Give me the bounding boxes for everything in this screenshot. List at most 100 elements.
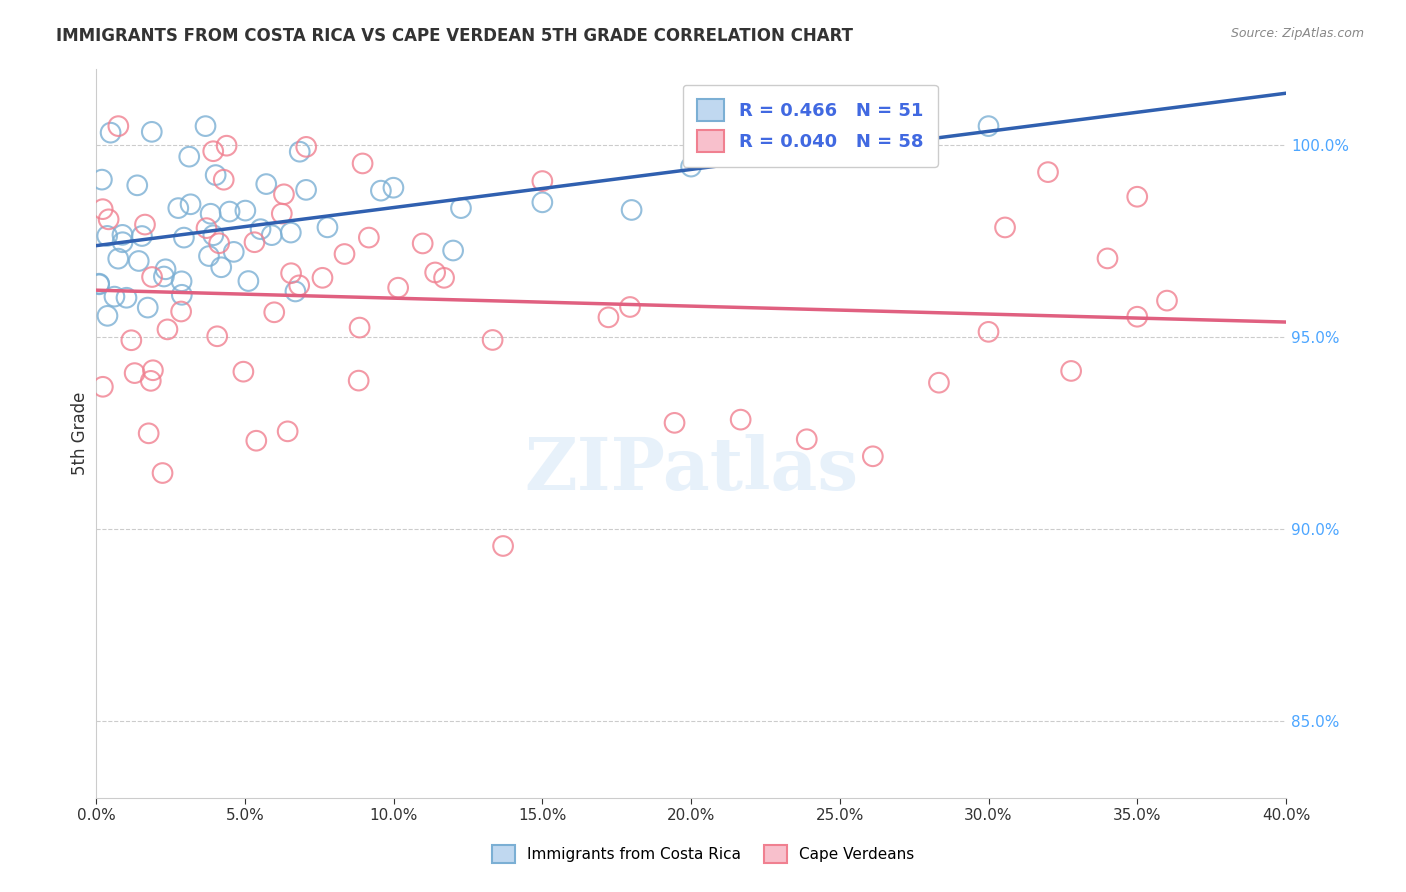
Point [1036,165,1059,179]
Point [155,262,177,277]
Point [107,252,129,266]
Point [138,426,160,441]
Point [280,226,302,240]
Point [295,183,318,197]
Point [136,301,159,315]
Point [202,145,225,159]
Point [170,287,193,301]
Point [128,254,150,268]
Point [352,156,374,170]
Point [347,374,370,388]
Point [273,187,295,202]
Point [423,265,446,279]
Point [195,221,218,235]
Point [243,235,266,250]
Point [212,172,235,186]
Point [232,365,254,379]
Point [370,184,392,198]
Point [277,425,299,439]
Point [531,195,554,210]
Point [245,434,267,448]
Point [218,204,240,219]
Point [141,125,163,139]
Point [202,228,225,243]
Point [828,119,851,133]
Point [103,290,125,304]
Point [167,201,190,215]
Point [96,309,118,323]
Y-axis label: 5th Grade: 5th Grade [72,392,89,475]
Point [170,274,193,288]
Point [382,180,405,194]
Point [796,432,818,446]
Point [208,236,231,251]
Point [222,244,245,259]
Point [254,177,277,191]
Point [1126,190,1149,204]
Legend: R = 0.466   N = 51, R = 0.040   N = 58: R = 0.466 N = 51, R = 0.040 N = 58 [682,85,938,167]
Point [598,310,620,325]
Point [204,168,226,182]
Point [91,380,114,394]
Point [681,160,703,174]
Point [387,281,409,295]
Point [179,150,201,164]
Point [619,300,641,314]
Point [107,119,129,133]
Point [862,450,884,464]
Point [194,119,217,133]
Point [357,230,380,244]
Point [450,201,472,215]
Point [100,126,122,140]
Point [180,197,202,211]
Point [263,305,285,319]
Text: Source: ZipAtlas.com: Source: ZipAtlas.com [1230,27,1364,40]
Point [481,333,503,347]
Point [441,244,464,258]
Point [349,320,371,334]
Point [1060,364,1083,378]
Point [288,278,311,293]
Point [90,172,112,186]
Point [131,229,153,244]
Point [977,325,1000,339]
Point [260,228,283,243]
Point [215,138,238,153]
Point [205,329,228,343]
Point [198,249,221,263]
Point [994,220,1017,235]
Point [142,363,165,377]
Point [141,270,163,285]
Legend: Immigrants from Costa Rica, Cape Verdeans: Immigrants from Costa Rica, Cape Verdean… [479,832,927,875]
Point [333,247,356,261]
Point [238,274,260,288]
Point [492,539,515,553]
Point [200,207,222,221]
Point [531,174,554,188]
Point [730,412,752,426]
Point [1126,310,1149,324]
Point [280,266,302,280]
Point [139,374,162,388]
Point [170,304,193,318]
Text: IMMIGRANTS FROM COSTA RICA VS CAPE VERDEAN 5TH GRADE CORRELATION CHART: IMMIGRANTS FROM COSTA RICA VS CAPE VERDE… [56,27,853,45]
Point [284,285,307,299]
Point [134,218,156,232]
Point [124,366,146,380]
Point [270,206,292,220]
Point [97,212,120,227]
Point [316,220,339,235]
Point [173,230,195,244]
Point [977,119,1000,133]
Point [311,270,333,285]
Point [295,140,318,154]
Point [235,203,257,218]
Point [1156,293,1178,308]
Point [249,222,271,236]
Point [209,260,232,275]
Point [664,416,686,430]
Point [127,178,149,193]
Point [288,145,311,159]
Point [620,202,643,217]
Point [96,228,118,243]
